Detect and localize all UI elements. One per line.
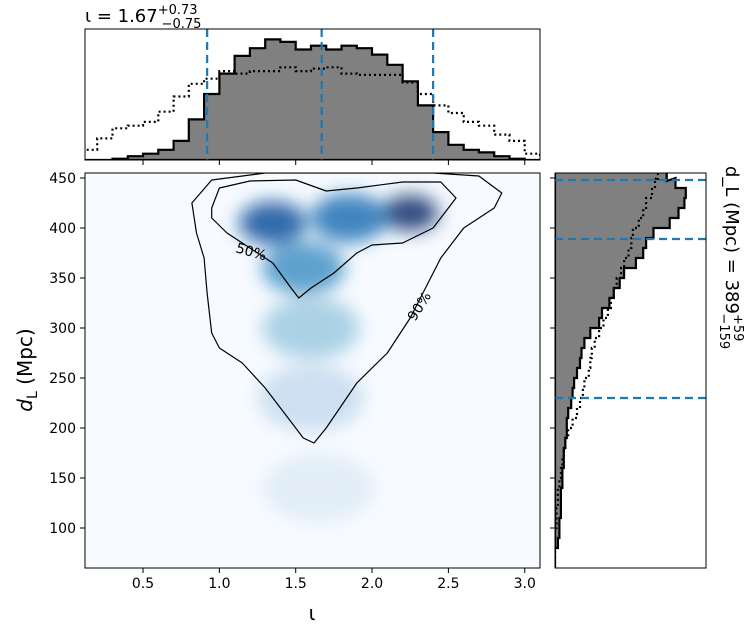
density-blob [261, 297, 360, 359]
right-marginal-ticks [550, 177, 555, 529]
y-tick-label: 200 [49, 421, 76, 437]
density-heatmap [238, 193, 439, 523]
top-marginal-panel: ι = 1.67+0.73 −0.75 [84, 3, 541, 165]
right-marginal-panel: d_L (Mpc) = 389+59−159 [550, 166, 745, 569]
density-blob [238, 201, 307, 245]
top-marginal-quantile-lines [206, 29, 435, 160]
density-blob [261, 241, 345, 295]
credible-contours [191, 173, 503, 444]
x-tick-label: 2.5 [437, 576, 459, 592]
right-hist-dotted [555, 173, 659, 568]
right-marginal-label: d_L (Mpc) = 389+59−159 [716, 166, 745, 349]
density-blob [310, 193, 388, 243]
x-tick-label: 0.5 [132, 576, 154, 592]
density-blob [382, 195, 439, 231]
y-axis-label: dL (Mpc) [13, 328, 41, 411]
joint-frame [84, 172, 541, 569]
right-marginal-histogram [555, 173, 687, 568]
density-blob [262, 453, 375, 523]
right-hist-filled [555, 173, 687, 568]
density-blob [257, 364, 365, 432]
y-tick-label: 250 [49, 371, 76, 387]
x-tick-label: 1.5 [285, 576, 307, 592]
y-axis-ticks: 100 150 200 250 300 350 400 450 [49, 171, 85, 537]
x-tick-label: 3.0 [514, 576, 536, 592]
x-tick-label: 2.0 [361, 576, 383, 592]
y-tick-label: 400 [49, 221, 76, 237]
y-tick-label: 150 [49, 471, 76, 487]
y-tick-label: 450 [49, 171, 76, 187]
y-tick-label: 300 [49, 321, 76, 337]
top-marginal-ticks [142, 160, 526, 165]
top-marginal-histogram [85, 38, 540, 160]
top-hist-filled [85, 38, 540, 160]
top-hist-dotted [85, 66, 540, 160]
contour-50 [211, 179, 457, 299]
top-marginal-frame [84, 28, 541, 161]
y-tick-label: 350 [49, 271, 76, 287]
y-tick-label: 100 [49, 521, 76, 537]
x-tick-label: 1.0 [208, 576, 230, 592]
top-marginal-title: ι = 1.67+0.73 −0.75 [85, 3, 201, 32]
contour-90 [191, 173, 503, 444]
right-marginal-frame [554, 172, 707, 569]
x-axis-ticks: 0.5 1.0 1.5 2.0 2.5 3.0 [132, 568, 536, 592]
x-axis-label: ι [309, 601, 316, 625]
joint-panel: 50% 90% 0.5 1.0 1.5 2.0 2.5 3.0 1001502002503… [13, 171, 541, 625]
